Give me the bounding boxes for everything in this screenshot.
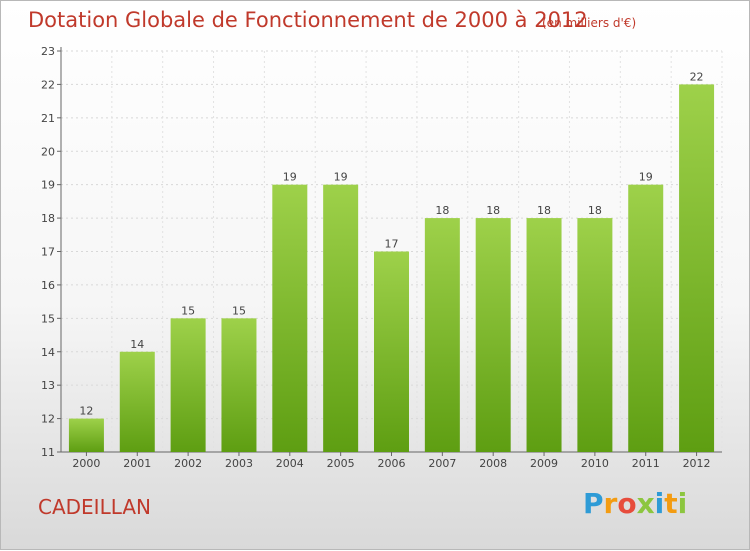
data-label-2003: 15: [232, 304, 246, 317]
proxiti-logo[interactable]: Proxiti: [583, 487, 688, 520]
bar-2008: [475, 218, 511, 452]
x-tick-label-2012: 2012: [683, 457, 711, 470]
x-tick-label-2000: 2000: [72, 457, 100, 470]
bar-2007: [424, 218, 460, 452]
y-tick-label: 18: [41, 212, 55, 225]
x-tick-label-2011: 2011: [632, 457, 660, 470]
x-tick-label-2010: 2010: [581, 457, 609, 470]
y-tick-label: 21: [41, 112, 55, 125]
x-tick-label-2001: 2001: [123, 457, 151, 470]
x-tick-label-2004: 2004: [276, 457, 304, 470]
y-tick-label: 15: [41, 312, 55, 325]
y-tick-label: 12: [41, 413, 55, 426]
bar-2000: [68, 418, 104, 452]
bar-2011: [628, 184, 664, 452]
data-label-2008: 18: [486, 204, 500, 217]
x-tick-label-2009: 2009: [530, 457, 558, 470]
bar-2001: [119, 351, 155, 452]
data-label-2009: 18: [537, 204, 551, 217]
bars: [68, 84, 715, 453]
data-label-2004: 19: [283, 171, 297, 184]
data-label-2012: 22: [690, 70, 704, 83]
x-tick-label-2002: 2002: [174, 457, 202, 470]
bar-2004: [272, 184, 308, 452]
data-label-2011: 19: [639, 171, 653, 184]
y-tick-label: 14: [41, 346, 55, 359]
labels: 11 12 13 14 15 16 17 18 19 20 21 22 23 12 2000 14 2001 15…: [41, 45, 711, 470]
y-tick-label: 11: [41, 446, 55, 459]
y-tick-label: 16: [41, 279, 55, 292]
y-tick-label: 23: [41, 45, 55, 58]
y-tick-label: 13: [41, 379, 55, 392]
x-tick-label-2003: 2003: [225, 457, 253, 470]
y-tick-label: 22: [41, 78, 55, 91]
bar-2006: [374, 251, 409, 452]
bar-2012: [679, 84, 715, 453]
bar-2005: [323, 184, 359, 452]
x-tick-label-2005: 2005: [327, 457, 355, 470]
y-tick-label: 20: [41, 145, 55, 158]
data-label-2001: 14: [130, 338, 144, 351]
x-tick-label-2008: 2008: [479, 457, 507, 470]
town-name: CADEILLAN: [38, 495, 151, 519]
data-label-2000: 12: [79, 405, 93, 418]
chart-subtitle: (en milliers d'€): [542, 16, 637, 30]
data-label-2010: 18: [588, 204, 602, 217]
data-label-2005: 19: [334, 171, 348, 184]
y-tick-label: 17: [41, 246, 55, 259]
bar-2010: [577, 218, 613, 452]
x-tick-label-2006: 2006: [378, 457, 406, 470]
bar-2002: [170, 318, 206, 452]
chart-title: Dotation Globale de Fonctionnement de 20…: [28, 8, 588, 32]
data-label-2007: 18: [435, 204, 449, 217]
bar-2009: [526, 218, 562, 452]
y-tick-label: 19: [41, 179, 55, 192]
data-label-2002: 15: [181, 304, 195, 317]
data-label-2006: 17: [385, 238, 399, 251]
x-tick-label-2007: 2007: [428, 457, 456, 470]
bar-2003: [221, 318, 257, 452]
